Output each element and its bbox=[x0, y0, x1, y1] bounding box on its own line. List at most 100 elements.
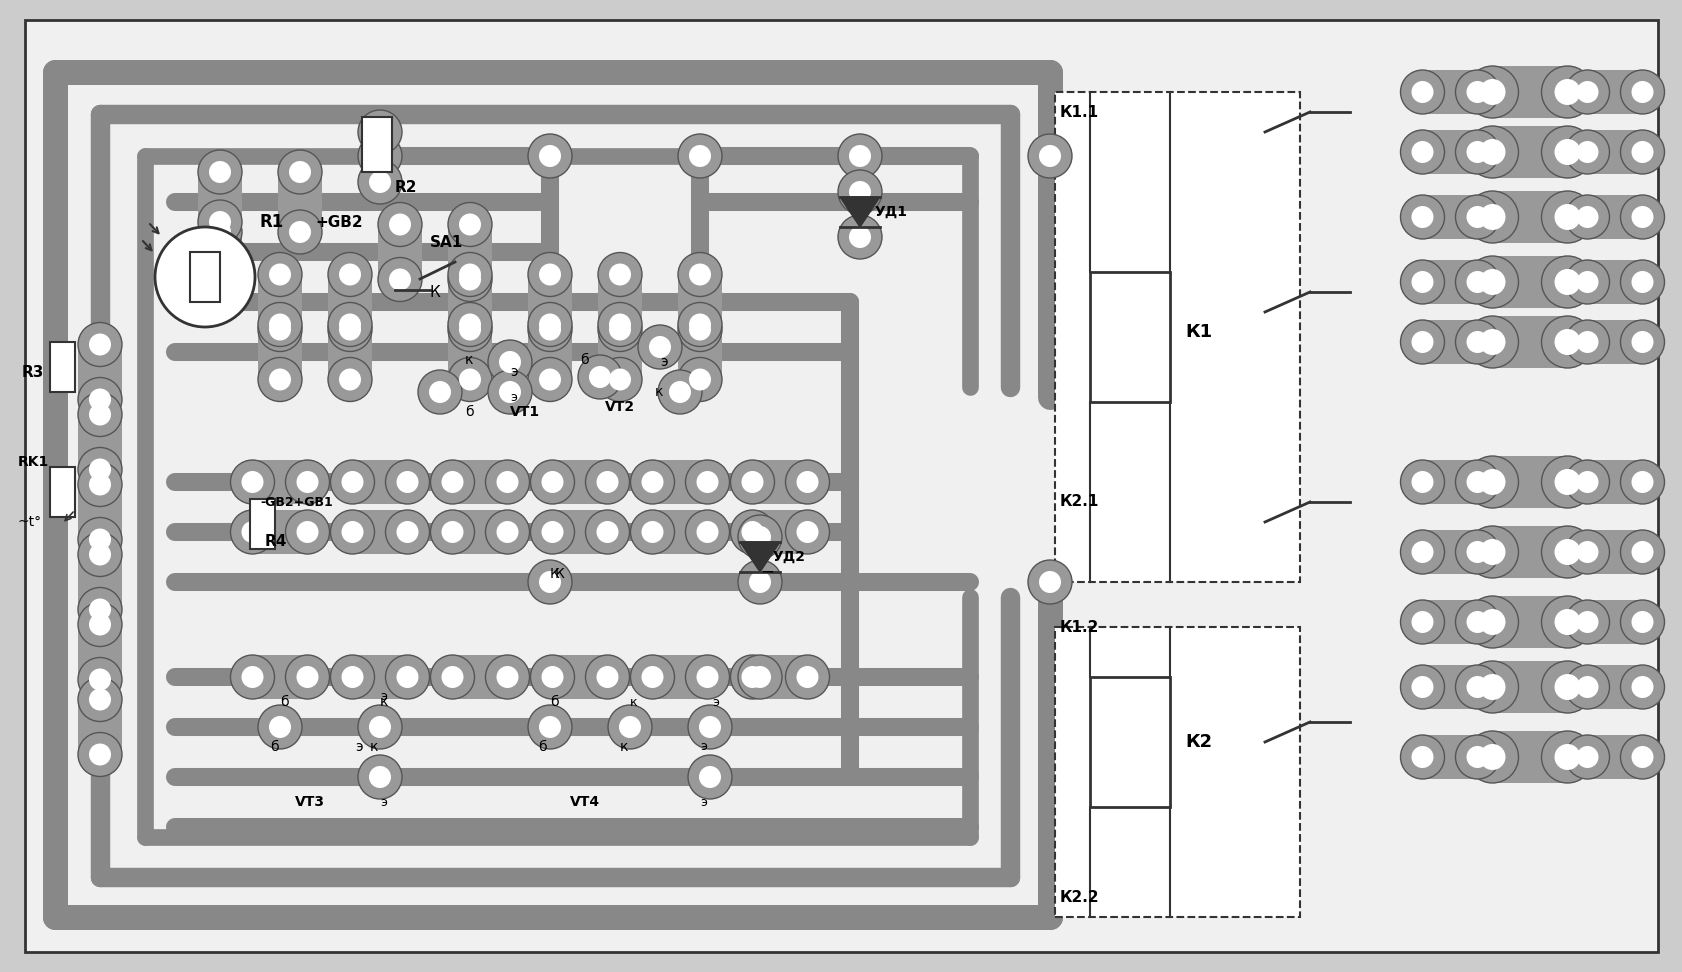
Circle shape bbox=[358, 160, 402, 204]
Circle shape bbox=[1411, 471, 1433, 493]
Bar bbox=[1090, 677, 1169, 807]
Bar bbox=[678, 274, 722, 330]
Circle shape bbox=[1465, 206, 1487, 228]
Text: э: э bbox=[700, 795, 706, 809]
Circle shape bbox=[688, 368, 710, 391]
Text: э: э bbox=[380, 795, 387, 809]
Circle shape bbox=[155, 227, 256, 327]
Circle shape bbox=[257, 705, 301, 749]
Circle shape bbox=[1399, 260, 1443, 304]
Circle shape bbox=[459, 268, 481, 291]
Bar bbox=[77, 344, 121, 399]
Circle shape bbox=[89, 669, 111, 690]
Circle shape bbox=[542, 666, 563, 688]
Circle shape bbox=[538, 368, 560, 391]
Circle shape bbox=[198, 260, 242, 304]
Circle shape bbox=[1478, 79, 1505, 105]
Bar bbox=[352, 510, 407, 554]
Circle shape bbox=[1465, 66, 1517, 118]
Circle shape bbox=[429, 381, 451, 403]
Circle shape bbox=[1465, 456, 1517, 508]
Circle shape bbox=[1620, 665, 1663, 709]
Text: К: К bbox=[555, 567, 565, 581]
Circle shape bbox=[341, 521, 363, 543]
Circle shape bbox=[1564, 70, 1608, 114]
Circle shape bbox=[358, 134, 402, 178]
Circle shape bbox=[1620, 320, 1663, 364]
Circle shape bbox=[1411, 81, 1433, 103]
Circle shape bbox=[1564, 530, 1608, 574]
Circle shape bbox=[1620, 130, 1663, 174]
Circle shape bbox=[1554, 139, 1579, 165]
Circle shape bbox=[738, 655, 782, 699]
Circle shape bbox=[341, 666, 363, 688]
Circle shape bbox=[1478, 674, 1505, 700]
Bar bbox=[1492, 661, 1566, 713]
Text: УД2: УД2 bbox=[772, 550, 806, 564]
Circle shape bbox=[1478, 744, 1505, 770]
Circle shape bbox=[658, 370, 701, 414]
Circle shape bbox=[1465, 596, 1517, 648]
Circle shape bbox=[597, 358, 641, 401]
Circle shape bbox=[1541, 731, 1593, 783]
Bar bbox=[50, 467, 76, 517]
Bar bbox=[1421, 260, 1477, 304]
Circle shape bbox=[1399, 600, 1443, 644]
Circle shape bbox=[1554, 539, 1579, 565]
Circle shape bbox=[257, 253, 301, 296]
Polygon shape bbox=[839, 197, 880, 227]
Text: к: к bbox=[629, 696, 637, 709]
Circle shape bbox=[378, 258, 422, 301]
Circle shape bbox=[742, 471, 764, 493]
Circle shape bbox=[338, 368, 360, 391]
Circle shape bbox=[1455, 665, 1499, 709]
Circle shape bbox=[742, 666, 764, 688]
Circle shape bbox=[385, 655, 429, 699]
Circle shape bbox=[528, 253, 572, 296]
Circle shape bbox=[278, 210, 321, 254]
Circle shape bbox=[89, 744, 111, 766]
Circle shape bbox=[1576, 541, 1598, 563]
Circle shape bbox=[530, 510, 574, 554]
Circle shape bbox=[609, 263, 631, 286]
Circle shape bbox=[89, 543, 111, 566]
Circle shape bbox=[585, 460, 629, 504]
Bar bbox=[597, 274, 641, 330]
Circle shape bbox=[459, 263, 481, 286]
Text: к: к bbox=[370, 740, 378, 754]
Circle shape bbox=[447, 253, 491, 296]
Circle shape bbox=[1465, 731, 1517, 783]
Circle shape bbox=[498, 381, 521, 403]
Circle shape bbox=[848, 145, 871, 167]
Circle shape bbox=[1399, 665, 1443, 709]
Circle shape bbox=[447, 258, 491, 301]
Circle shape bbox=[77, 393, 121, 436]
Circle shape bbox=[1554, 674, 1579, 700]
Text: б: б bbox=[279, 695, 288, 709]
Circle shape bbox=[597, 307, 641, 352]
Circle shape bbox=[1541, 316, 1593, 368]
Text: К: К bbox=[550, 567, 560, 581]
Bar bbox=[190, 252, 220, 302]
Bar bbox=[252, 510, 308, 554]
Bar bbox=[362, 117, 392, 172]
Circle shape bbox=[1620, 460, 1663, 504]
Circle shape bbox=[685, 655, 728, 699]
Circle shape bbox=[1411, 676, 1433, 698]
Circle shape bbox=[1576, 271, 1598, 293]
Circle shape bbox=[538, 263, 560, 286]
Circle shape bbox=[77, 603, 121, 646]
Circle shape bbox=[1411, 541, 1433, 563]
Circle shape bbox=[785, 655, 829, 699]
Bar bbox=[653, 460, 706, 504]
Circle shape bbox=[785, 510, 829, 554]
Bar bbox=[452, 510, 508, 554]
Bar bbox=[252, 460, 308, 504]
Circle shape bbox=[89, 529, 111, 550]
Circle shape bbox=[838, 170, 881, 214]
Circle shape bbox=[1630, 271, 1652, 293]
Circle shape bbox=[528, 307, 572, 352]
Circle shape bbox=[595, 521, 617, 543]
Circle shape bbox=[1630, 141, 1652, 163]
Circle shape bbox=[1411, 331, 1433, 353]
